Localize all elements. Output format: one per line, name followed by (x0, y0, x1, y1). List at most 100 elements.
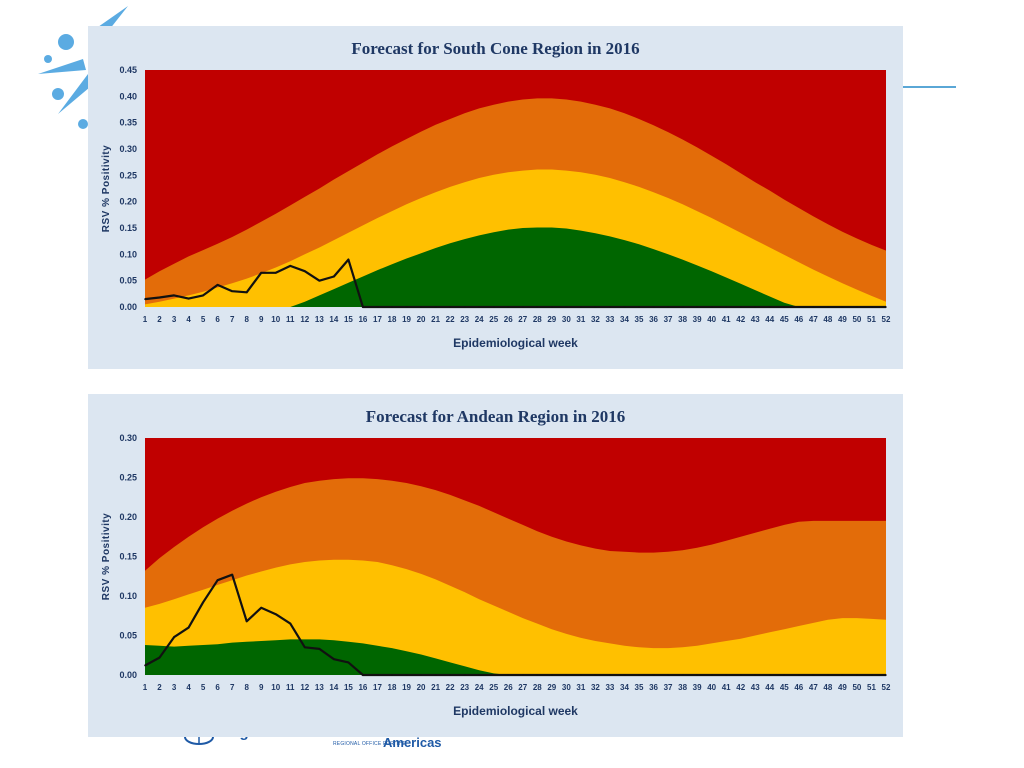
x-tick-label: 24 (475, 683, 484, 692)
x-tick-label: 51 (867, 683, 876, 692)
y-tick-label: 0.15 (119, 552, 137, 562)
data-point (841, 306, 844, 308)
data-point (609, 306, 611, 308)
data-point (187, 626, 190, 629)
data-point (580, 306, 582, 308)
y-tick-label: 0.15 (119, 223, 137, 233)
x-tick-label: 2 (157, 315, 162, 324)
x-tick-label: 4 (186, 683, 191, 692)
data-point (216, 579, 219, 581)
x-tick-label: 46 (794, 315, 803, 324)
x-tick-label: 12 (300, 683, 309, 692)
data-point (798, 674, 800, 676)
x-tick-label: 35 (635, 315, 644, 324)
x-tick-label: 36 (649, 683, 658, 692)
x-tick-label: 17 (373, 315, 382, 324)
x-tick-label: 9 (259, 315, 264, 324)
data-point (420, 674, 422, 676)
data-point (420, 306, 422, 308)
x-tick-label: 8 (244, 315, 249, 324)
x-tick-label: 13 (315, 683, 324, 692)
data-point (551, 674, 553, 676)
x-tick-label: 20 (417, 683, 426, 692)
data-point (202, 294, 204, 297)
data-point (391, 674, 393, 676)
x-tick-label: 23 (460, 315, 469, 324)
x-tick-label: 18 (388, 315, 397, 324)
x-tick-label: 6 (215, 315, 220, 324)
x-tick-label: 13 (315, 315, 324, 324)
data-point (260, 272, 262, 274)
data-point (463, 306, 466, 308)
x-tick-label: 34 (620, 315, 629, 324)
x-tick-label: 52 (882, 315, 891, 324)
data-point (216, 284, 219, 286)
data-point (885, 674, 887, 676)
data-point (667, 306, 669, 308)
x-tick-label: 46 (794, 683, 803, 692)
x-tick-label: 50 (852, 683, 861, 692)
x-tick-label: 25 (489, 683, 498, 692)
y-tick-label: 0.30 (119, 144, 137, 154)
data-point (652, 674, 655, 676)
data-point (434, 306, 437, 308)
data-point (260, 607, 262, 609)
x-tick-label: 42 (736, 315, 745, 324)
data-point (463, 674, 466, 676)
x-tick-label: 41 (722, 683, 731, 692)
x-tick-label: 33 (605, 315, 614, 324)
x-tick-label: 49 (838, 315, 847, 324)
observed-series-line (144, 258, 886, 309)
x-tick-label: 10 (271, 683, 280, 692)
x-tick-label: 15 (344, 683, 353, 692)
data-point (870, 674, 873, 676)
x-tick-label: 6 (215, 683, 220, 692)
data-point (609, 674, 611, 676)
chart-title: Forecast for Andean Region in 2016 (366, 407, 626, 426)
x-tick-label: 45 (780, 315, 789, 324)
band-low (145, 639, 886, 675)
data-point (580, 674, 582, 676)
x-tick-label: 26 (504, 683, 513, 692)
data-point (304, 646, 306, 649)
x-tick-label: 23 (460, 683, 469, 692)
data-point (812, 674, 815, 676)
y-tick-label: 0.40 (119, 91, 137, 101)
y-tick-label: 0.35 (119, 118, 137, 128)
x-tick-label: 52 (882, 683, 891, 692)
south-cone-chart: Forecast for South Cone Region in 2016 0.… (101, 39, 891, 350)
data-point (827, 674, 829, 676)
data-point (231, 573, 233, 576)
x-tick-label: 10 (271, 315, 280, 324)
data-point (594, 674, 597, 676)
data-point (856, 306, 858, 308)
data-point (623, 306, 626, 308)
x-tick-label: 25 (489, 315, 498, 324)
x-tick-label: 28 (533, 683, 542, 692)
x-tick-label: 12 (300, 315, 309, 324)
x-tick-label: 35 (635, 683, 644, 692)
header-divider-line (900, 86, 956, 88)
data-point (144, 664, 146, 667)
x-tick-label: 14 (329, 683, 338, 692)
x-tick-label: 44 (765, 683, 774, 692)
y-tick-label: 0.45 (119, 65, 137, 75)
x-tick-label: 32 (591, 315, 600, 324)
data-point (173, 294, 175, 297)
x-tick-label: 48 (823, 315, 832, 324)
x-tick-label: 1 (143, 683, 148, 692)
x-tick-label: 3 (172, 683, 177, 692)
x-tick-label: 28 (533, 315, 542, 324)
x-tick-label: 3 (172, 315, 177, 324)
x-tick-label: 11 (286, 315, 295, 324)
data-point (638, 674, 640, 676)
x-tick-label: 38 (678, 315, 687, 324)
data-point (507, 306, 510, 308)
data-point (856, 674, 858, 676)
x-tick-label: 45 (780, 683, 789, 692)
y-tick-label: 0.00 (119, 302, 137, 312)
data-point (536, 674, 539, 676)
x-tick-label: 41 (722, 315, 731, 324)
data-point (522, 306, 524, 308)
data-point (638, 306, 640, 308)
